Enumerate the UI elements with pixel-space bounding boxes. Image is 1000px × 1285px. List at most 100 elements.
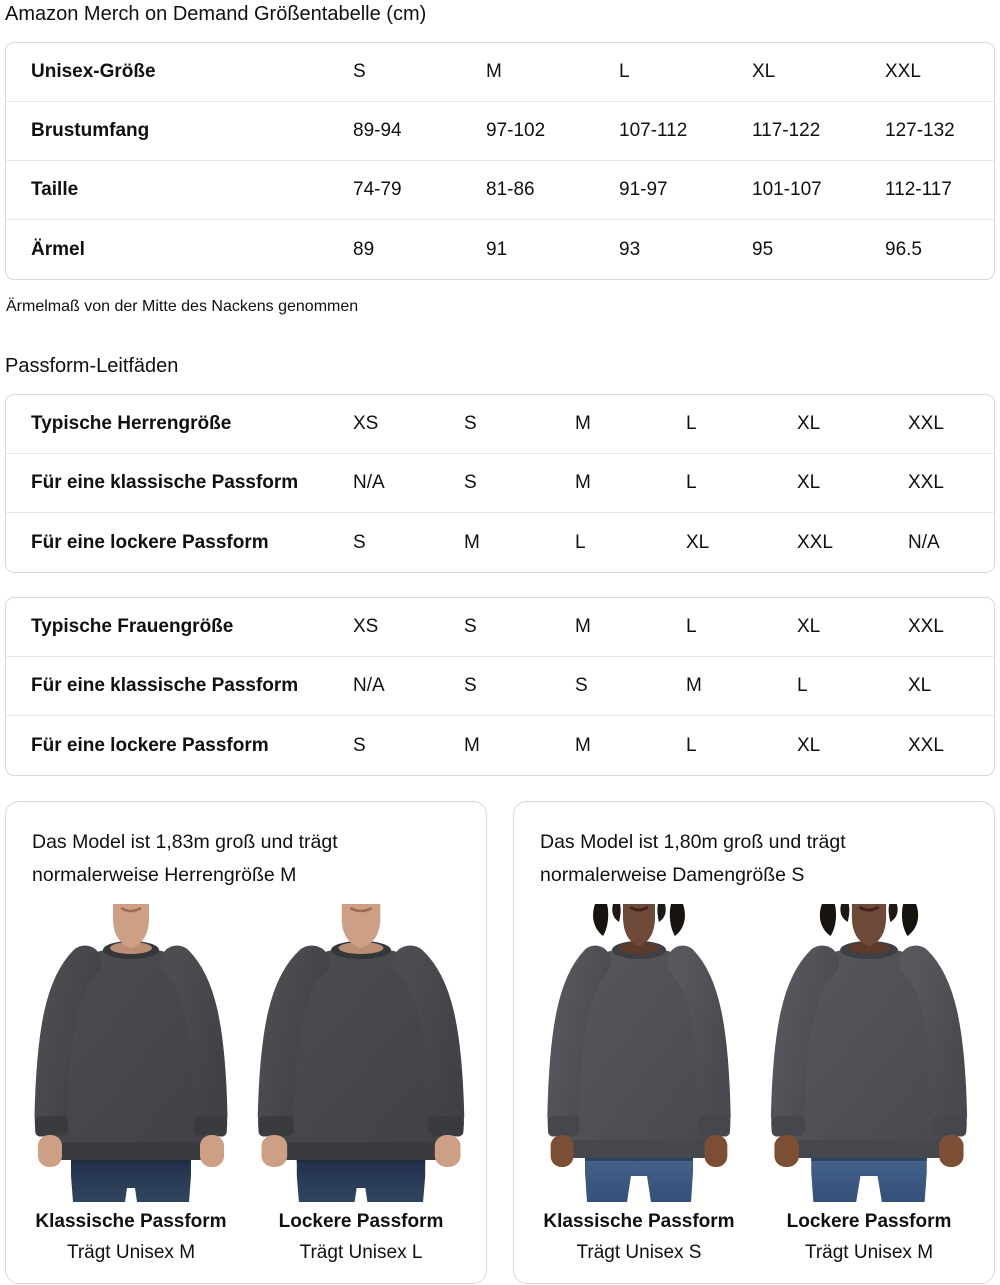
size-cell: XS <box>353 413 379 434</box>
table-row: Ärmel 89 91 93 95 96.5 <box>6 220 994 279</box>
size-cell: M <box>575 734 591 756</box>
male-model-card: Das Model ist 1,83m groß und trägt norma… <box>5 801 487 1284</box>
size-cell: 74-79 <box>353 179 402 200</box>
size-cell: XL <box>797 734 821 756</box>
size-cell: XXL <box>908 413 944 434</box>
model-fit-cards: Das Model ist 1,83m groß und trägt norma… <box>5 801 995 1284</box>
table-row: Taille 74-79 81-86 91-97 101-107 112-117 <box>6 161 994 220</box>
size-cell: 107-112 <box>619 120 688 141</box>
size-cell: M <box>575 413 591 434</box>
row-label: Für eine lockere Passform <box>31 734 269 756</box>
model-description: Das Model ist 1,80m groß und trägt norma… <box>540 831 846 886</box>
size-worn-label: Trägt Unisex S <box>576 1242 702 1263</box>
figures-row: Klassische Passform Trägt Unisex S Locke… <box>524 904 984 1265</box>
row-label: Für eine lockere Passform <box>31 531 269 553</box>
figure-caption: Klassische Passform Trägt Unisex S <box>530 1210 748 1265</box>
size-worn-label: Trägt Unisex M <box>804 1242 934 1263</box>
size-cell: 117-122 <box>752 120 821 141</box>
size-cell: M <box>464 734 480 756</box>
size-cell: XS <box>353 616 379 637</box>
row-label: Brustumfang <box>31 120 150 141</box>
size-cell: S <box>464 472 477 493</box>
table-row: Für eine klassische Passform N/A S S M L… <box>6 657 994 716</box>
size-cell: XXL <box>908 734 944 756</box>
female-model-card: Das Model ist 1,80m groß und trägt norma… <box>513 801 995 1284</box>
fit-label: Klassische Passform <box>543 1211 735 1232</box>
size-cell: XXL <box>885 61 921 82</box>
table-row: Typische Frauengröße XS S M L XL XXL <box>6 598 994 657</box>
fit-label: Klassische Passform <box>35 1211 227 1232</box>
female-model-classic-fit-photo <box>533 904 745 1202</box>
size-cell: 89-94 <box>353 120 402 141</box>
table-row: Für eine lockere Passform S M L XL XXL N… <box>6 513 994 572</box>
fit-label: Lockere Passform <box>278 1211 444 1232</box>
size-cell: M <box>575 616 591 637</box>
size-cell: 127-132 <box>885 120 955 141</box>
size-cell: 101-107 <box>752 179 822 200</box>
size-cell: S <box>353 61 366 82</box>
size-cell: S <box>353 531 366 553</box>
row-label: Taille <box>31 179 79 200</box>
row-label: Ärmel <box>31 238 85 260</box>
size-cell: L <box>575 531 586 553</box>
size-cell: M <box>464 531 480 553</box>
size-cell: 95 <box>752 238 774 260</box>
figure-caption: Klassische Passform Trägt Unisex M <box>22 1210 240 1265</box>
size-cell: N/A <box>353 675 385 696</box>
row-label: Unisex-Größe <box>31 61 156 82</box>
size-cell: M <box>686 675 702 696</box>
size-worn-label: Trägt Unisex M <box>66 1242 196 1263</box>
size-cell: XXL <box>797 531 833 553</box>
loose-fit-figure: Lockere Passform Trägt Unisex L <box>252 904 470 1265</box>
male-model-loose-fit-photo <box>255 904 467 1202</box>
size-cell: M <box>486 61 502 82</box>
table-row: Brustumfang 89-94 97-102 107-112 117-122… <box>6 102 994 161</box>
classic-fit-figure: Klassische Passform Trägt Unisex S <box>530 904 748 1265</box>
table-row: Für eine lockere Passform S M M L XL XXL <box>6 716 994 775</box>
size-cell: N/A <box>353 472 385 493</box>
size-cell: L <box>686 472 697 493</box>
size-cell: M <box>575 472 591 493</box>
women-fit-table: Typische Frauengröße XS S M L XL XXL Für… <box>5 597 995 776</box>
fit-label: Lockere Passform <box>786 1211 952 1232</box>
row-label: Typische Frauengröße <box>31 616 234 637</box>
row-label: Für eine klassische Passform <box>31 472 299 493</box>
size-cell: XL <box>686 531 710 553</box>
size-cell: L <box>619 61 630 82</box>
figures-row: Klassische Passform Trägt Unisex M Locke… <box>16 904 476 1265</box>
sleeve-measure-note: Ärmelmaß von der Mitte des Nackens genom… <box>6 298 359 315</box>
row-label: Typische Herrengröße <box>31 413 232 434</box>
size-cell: N/A <box>908 531 940 553</box>
size-cell: S <box>353 734 366 756</box>
figure-caption: Lockere Passform Trägt Unisex M <box>760 1210 978 1265</box>
size-cell: 93 <box>619 238 641 260</box>
table-row: Für eine klassische Passform N/A S M L X… <box>6 454 994 513</box>
size-cell: S <box>575 675 588 696</box>
size-cell: S <box>464 413 477 434</box>
size-cell: L <box>686 616 697 637</box>
size-cell: XL <box>752 61 776 82</box>
size-cell: XL <box>797 413 821 434</box>
size-cell: 91-97 <box>619 179 668 200</box>
size-cell: XL <box>797 472 821 493</box>
loose-fit-figure: Lockere Passform Trägt Unisex M <box>760 904 978 1265</box>
size-cell: 96.5 <box>885 238 922 260</box>
size-cell: S <box>464 675 477 696</box>
size-cell: L <box>797 675 808 696</box>
men-fit-table: Typische Herrengröße XS S M L XL XXL Für… <box>5 394 995 573</box>
table-row: Unisex-Größe S M L XL XXL <box>6 43 994 102</box>
size-cell: L <box>686 413 697 434</box>
classic-fit-figure: Klassische Passform Trägt Unisex M <box>22 904 240 1265</box>
size-cell: 91 <box>486 238 508 260</box>
male-model-classic-fit-photo <box>25 904 237 1202</box>
size-cell: XXL <box>908 616 944 637</box>
size-cell: XXL <box>908 472 944 493</box>
row-label: Für eine klassische Passform <box>31 675 299 696</box>
fit-guides-heading: Passform-Leitfäden <box>5 355 179 377</box>
figure-caption: Lockere Passform Trägt Unisex L <box>252 1210 470 1265</box>
size-worn-label: Trägt Unisex L <box>299 1242 423 1263</box>
female-model-loose-fit-photo <box>763 904 975 1202</box>
size-cell: XL <box>797 616 821 637</box>
size-cell: 81-86 <box>486 179 535 200</box>
